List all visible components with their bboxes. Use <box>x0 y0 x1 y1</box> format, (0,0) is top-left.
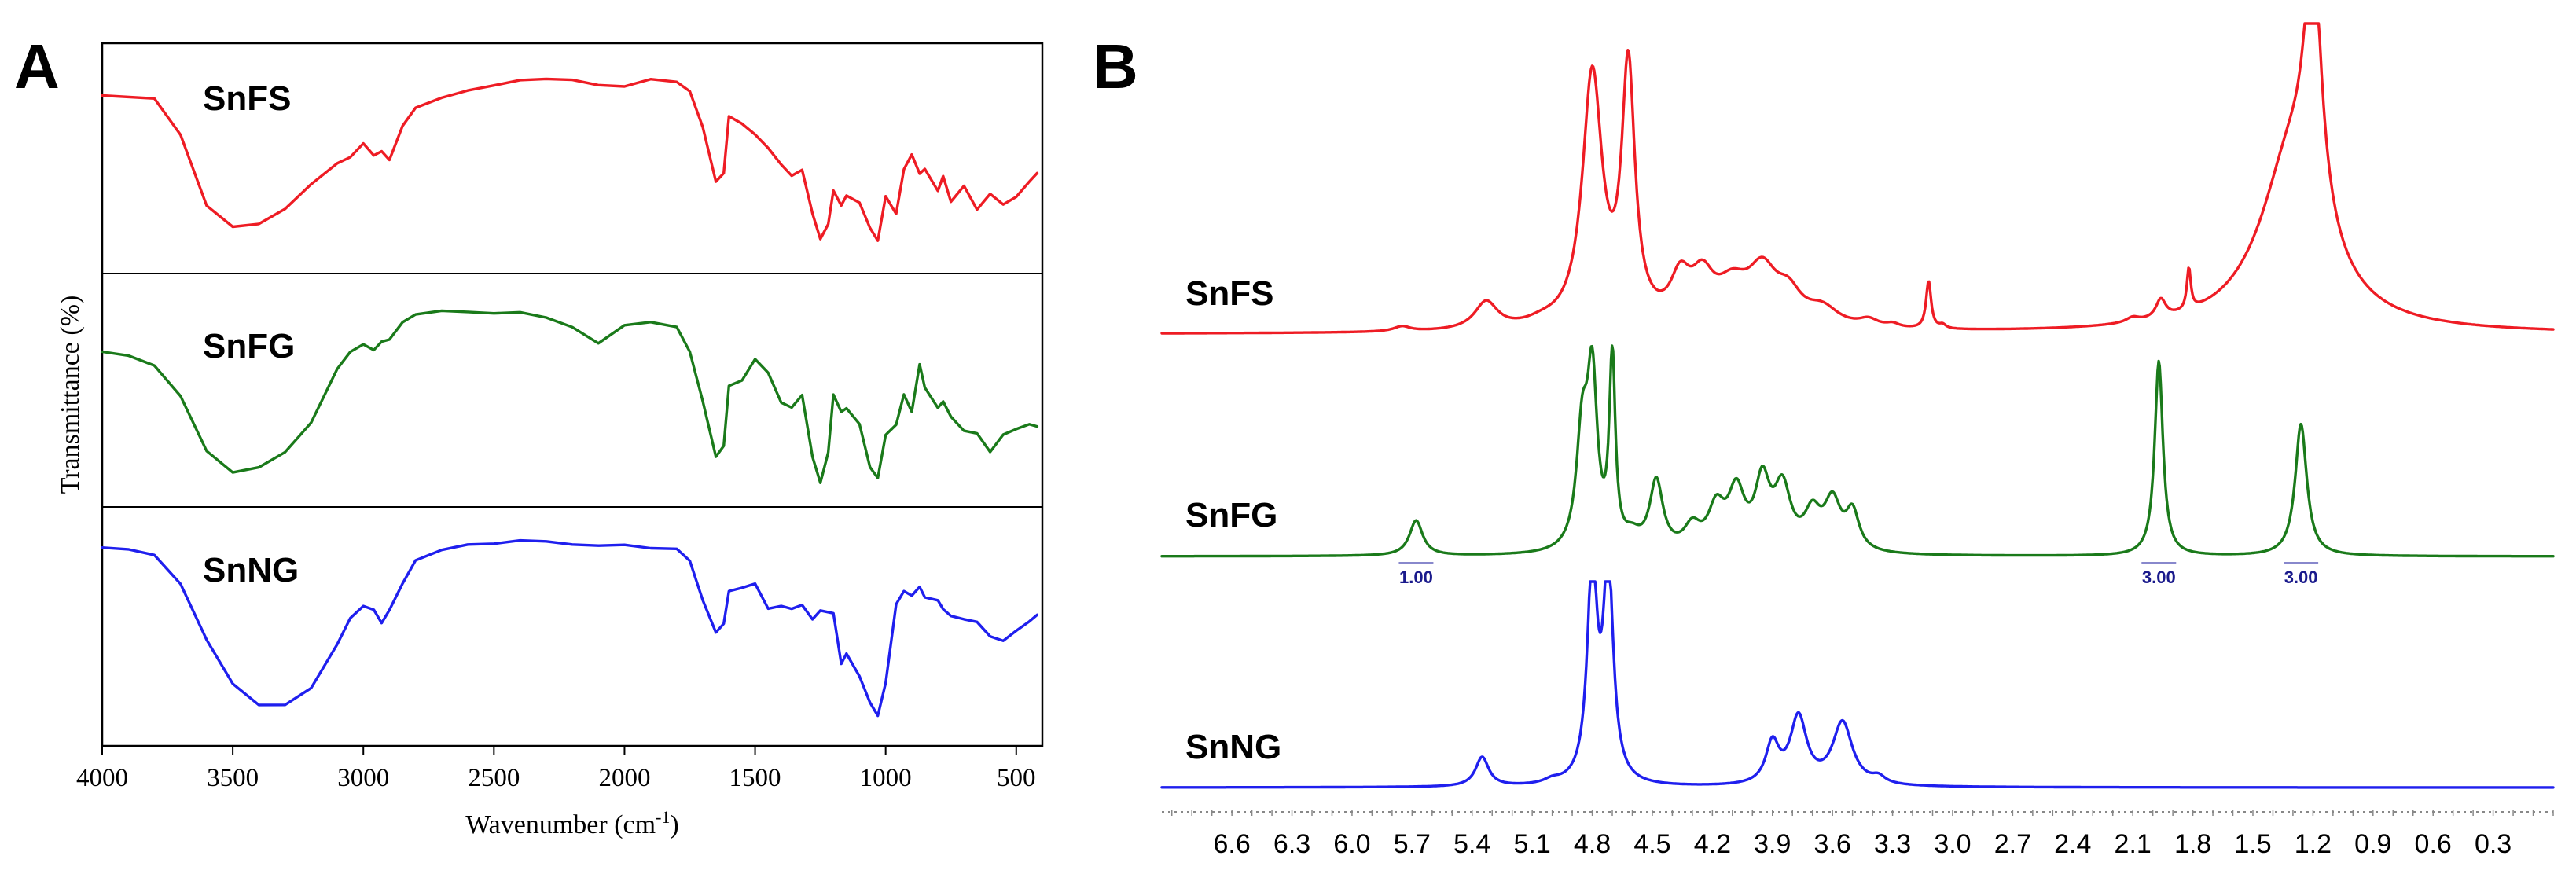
nmr-tick-label-1-8: 1.8 <box>2174 829 2211 859</box>
nmr-label-snfs: SnFS <box>1185 274 1273 313</box>
panel-a: A SnFS SnFG SnNG 4000 3500 3000 2500 2000 150… <box>14 31 1044 839</box>
nmr-tick-label-4-2: 4.2 <box>1694 829 1731 859</box>
nmr-tick-label-4-5: 4.5 <box>1633 829 1670 859</box>
nmr-trace-snng <box>1160 580 2555 789</box>
x-tick-label-500: 500 <box>997 764 1036 792</box>
panel-b-plot-area <box>1162 24 2553 810</box>
panel-a-traces <box>101 77 1039 718</box>
nmr-tick-label-1-5: 1.5 <box>2234 829 2271 859</box>
panel-a-x-ticks: 4000 3500 3000 2500 2000 1500 1000 500 <box>76 746 1036 792</box>
nmr-tick-label-3-0: 3.0 <box>1934 829 1971 859</box>
integral-value-1: 3.00 <box>2142 567 2176 587</box>
nmr-tick-label-6-6: 6.6 <box>1214 829 1251 859</box>
nmr-tick-label-3-6: 3.6 <box>1814 829 1851 859</box>
panel-a-x-axis-title: Wavenumber (cm-1) <box>465 807 678 839</box>
ftir-label-snfg: SnFG <box>203 327 295 365</box>
panel-a-letter: A <box>14 31 60 101</box>
nmr-tick-label-2-1: 2.1 <box>2115 829 2152 859</box>
nmr-label-snng: SnNG <box>1185 728 1281 766</box>
panel-b-letter: B <box>1093 31 1138 101</box>
x-axis-title-close: ) <box>670 810 678 839</box>
nmr-label-snfg: SnFG <box>1185 496 1277 534</box>
nmr-tick-label-0-9: 0.9 <box>2354 829 2391 859</box>
x-tick-label-3500: 3500 <box>207 764 259 792</box>
nmr-tick-label-2-4: 2.4 <box>2054 829 2091 859</box>
nmr-tick-label-6-0: 6.0 <box>1333 829 1370 859</box>
x-tick-label-2500: 2500 <box>468 764 520 792</box>
ftir-trace-snfg <box>101 309 1039 484</box>
nmr-tick-label-0-6: 0.6 <box>2415 829 2452 859</box>
x-tick-label-1500: 1500 <box>729 764 781 792</box>
panel-b: B SnFS SnFG SnNG 1.00 3.00 3.00 6.6 6.3 6.0 5… <box>1093 22 2555 859</box>
x-axis-title-superscript: -1 <box>656 807 670 827</box>
x-tick-label-1000: 1000 <box>860 764 912 792</box>
nmr-trace-snfs <box>1160 22 2555 335</box>
panel-b-x-ticks: 6.6 6.3 6.0 5.7 5.4 5.1 4.8 4.5 4.2 3.9 3.6 3.3 3.0 2… <box>1162 810 2554 859</box>
ftir-trace-snng <box>101 538 1039 718</box>
ftir-trace-snfs <box>101 77 1039 242</box>
panel-b-integrals: 1.00 3.00 3.00 <box>1398 562 2319 587</box>
ftir-label-snng: SnNG <box>203 551 299 589</box>
nmr-tick-label-5-1: 5.1 <box>1514 829 1551 859</box>
nmr-tick-label-6-3: 6.3 <box>1273 829 1310 859</box>
integral-value-0: 1.00 <box>1399 567 1433 587</box>
panel-a-plot-frame <box>101 42 1044 747</box>
x-tick-label-2000: 2000 <box>598 764 650 792</box>
x-tick-label-4000: 4000 <box>76 764 128 792</box>
nmr-tick-label-3-9: 3.9 <box>1754 829 1791 859</box>
nmr-trace-snfg <box>1160 344 2555 558</box>
nmr-tick-label-1-2: 1.2 <box>2295 829 2332 859</box>
x-tick-label-3000: 3000 <box>337 764 389 792</box>
nmr-tick-label-4-8: 4.8 <box>1574 829 1611 859</box>
nmr-tick-label-2-7: 2.7 <box>1994 829 2031 859</box>
nmr-tick-label-5-7: 5.7 <box>1394 829 1431 859</box>
x-axis-title-main: Wavenumber (cm <box>465 810 656 839</box>
ftir-label-snfs: SnFS <box>203 79 291 118</box>
panel-b-traces <box>1160 22 2555 789</box>
nmr-tick-label-3-3: 3.3 <box>1874 829 1911 859</box>
nmr-tick-label-5-4: 5.4 <box>1453 829 1490 859</box>
nmr-tick-label-0-3: 0.3 <box>2475 829 2512 859</box>
panel-a-y-axis-title: Transmittance (%) <box>56 296 85 494</box>
integral-value-2: 3.00 <box>2284 567 2318 587</box>
